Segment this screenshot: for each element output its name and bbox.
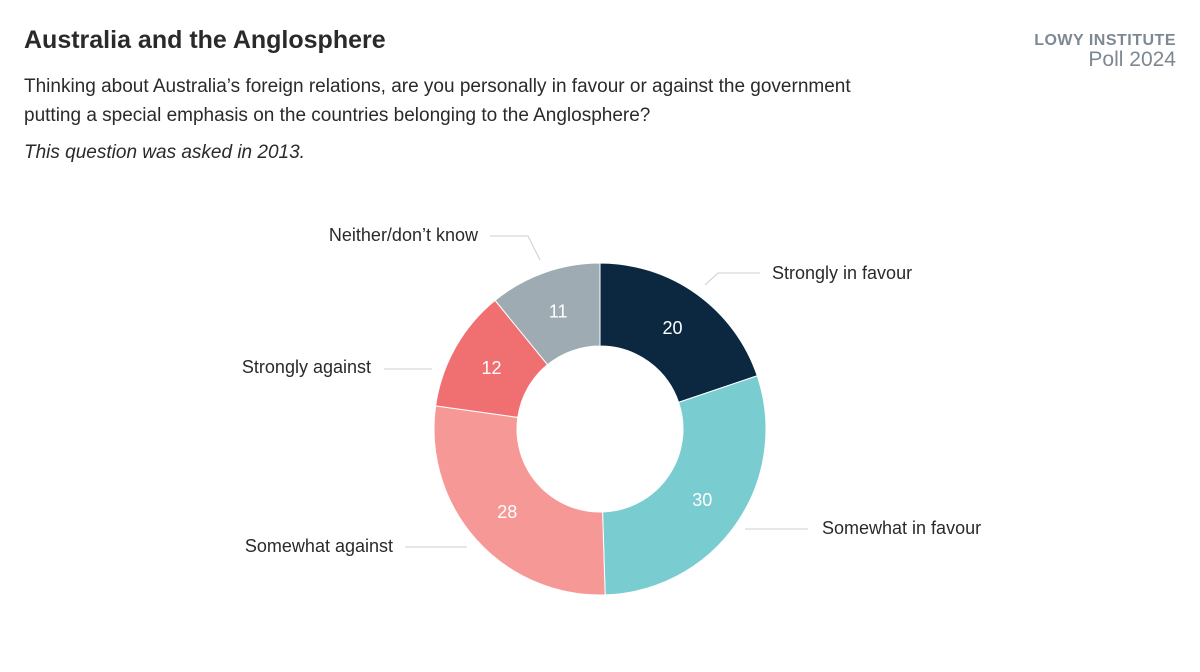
legend-label-somewhat-against: Somewhat against [244,536,393,556]
slice-value-label: 12 [482,358,502,378]
leader-line-4 [490,235,541,261]
logo-line2: Poll 2024 [1088,48,1176,71]
chart-title: Australia and the Anglosphere [24,26,386,54]
slice-value-label: 20 [663,318,683,338]
legend-label-neither: Neither/don’t know [328,225,478,245]
legend-label-strongly-in-favour: Strongly in favour [772,263,913,283]
logo-line1: LOWY INSTITUTE [1034,32,1176,49]
chart-subtitle: Thinking about Australia’s foreign relat… [24,76,851,126]
donut-slice-0 [599,262,758,404]
donut-slice-2 [433,405,606,596]
lowy-logo: LOWY INSTITUTE Poll 2024 [1034,32,1176,70]
legend-label-somewhat-in-favour: Somewhat in favour [822,518,982,538]
legend-label-strongly-against: Strongly against [241,357,371,377]
donut-slice-4 [494,262,601,366]
slice-value-label: 30 [692,490,712,510]
slice-value-label: 28 [497,502,517,522]
slice-value-label: 11 [549,302,568,322]
leader-line-0 [704,272,760,286]
chart-note: This question was asked in 2013. [24,142,305,163]
donut-slice-1 [602,375,767,596]
